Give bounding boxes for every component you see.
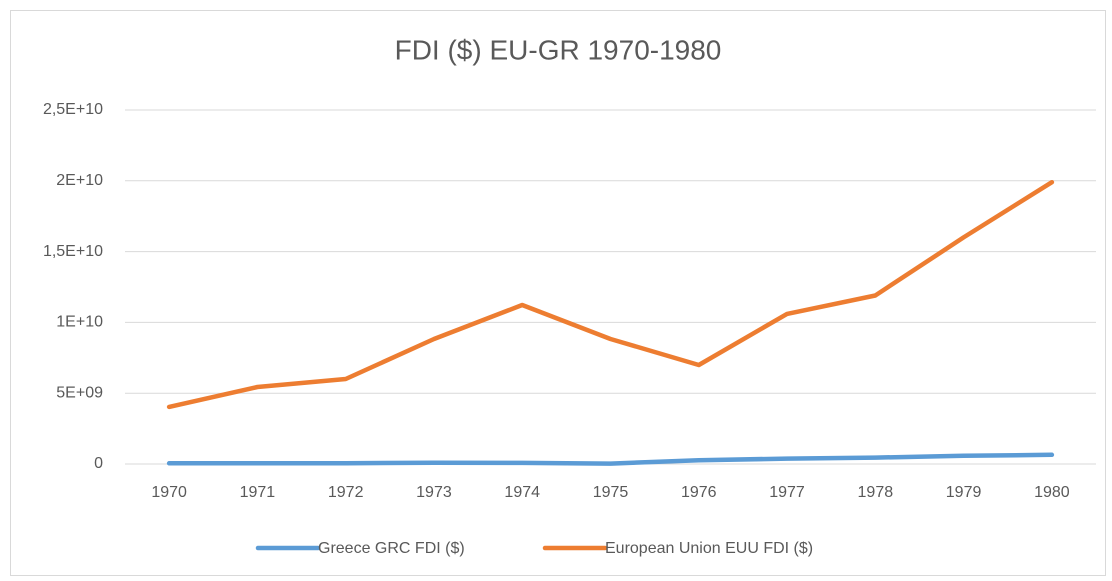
x-tick-label: 1974 (504, 484, 540, 501)
series-line (166, 452, 1055, 466)
y-tick-label: 1,5E+10 (43, 243, 103, 260)
y-tick-label: 0 (94, 455, 103, 472)
y-tick-label: 5E+09 (56, 384, 103, 401)
x-tick-label: 1970 (151, 484, 187, 501)
legend-label: European Union EUU FDI ($) (605, 540, 813, 557)
x-tick-label: 1973 (416, 484, 452, 501)
x-tick-label: 1975 (593, 484, 629, 501)
x-tick-label: 1971 (240, 484, 276, 501)
x-tick-label: 1978 (858, 484, 894, 501)
x-tick-label: 1972 (328, 484, 364, 501)
y-tick-label: 2E+10 (56, 172, 103, 189)
x-tick-label: 1977 (769, 484, 805, 501)
legend-label: Greece GRC FDI ($) (318, 540, 465, 557)
chart-title: FDI ($) EU-GR 1970-1980 (395, 34, 722, 65)
y-tick-label: 2,5E+10 (43, 101, 103, 118)
y-tick-label: 1E+10 (56, 314, 103, 331)
x-tick-label: 1976 (681, 484, 717, 501)
x-tick-label: 1980 (1034, 484, 1070, 501)
chart-frame (10, 10, 1106, 576)
x-tick-label: 1979 (946, 484, 982, 501)
series-line (166, 179, 1055, 410)
